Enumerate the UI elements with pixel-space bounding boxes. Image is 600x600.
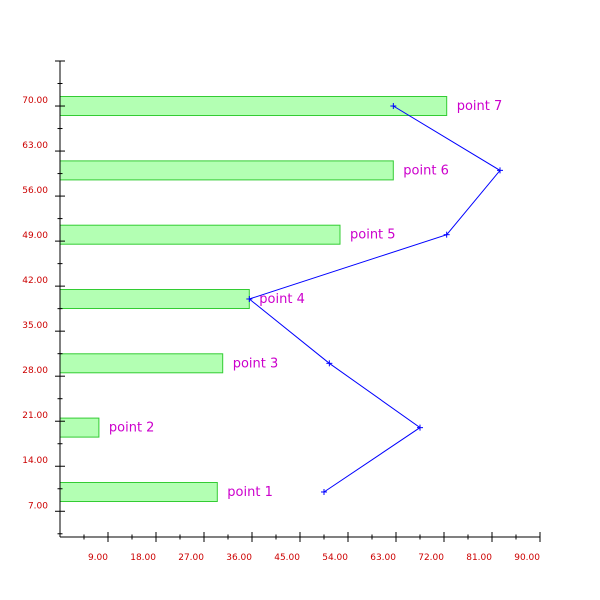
bar-7 [59,96,448,116]
bar-5 [59,224,341,245]
y-tick-label: 63.00 [22,141,48,151]
line-series [246,103,503,495]
line-point-6 [497,167,503,174]
bar-label-2: point 2 [109,421,155,436]
bar-3 [59,353,224,374]
bar-4 [59,289,250,309]
y-tick-label: 70.00 [22,96,48,106]
x-tick-label: 9.00 [88,553,108,563]
point-labels: point 1 point 2 point 3 point 4 point 5 point… [109,99,502,500]
bar-1 [59,482,218,502]
x-tick-label: 63.00 [370,553,396,563]
y-tick-label: 42.00 [22,276,48,286]
x-tick-label: 72.00 [418,553,444,563]
x-tick-label: 27.00 [178,553,204,563]
line-point-2 [417,424,423,431]
x-tick-label: 81.00 [466,553,492,563]
y-tick-label: 56.00 [22,186,48,196]
y-tick-label: 14.00 [22,456,48,466]
axes: 7.00 14.00 21.00 28.00 35.00 42.00 49.00 56.00 6… [22,60,541,563]
bar-label-3: point 3 [233,356,279,371]
line-point-1 [321,488,327,495]
y-tick-label: 35.00 [22,321,48,331]
bar-label-4: point 4 [259,292,305,307]
bars [59,96,448,502]
y-tick-label: 21.00 [22,411,48,421]
x-tick-label: 36.00 [226,553,252,563]
line-point-4 [246,296,253,302]
x-tick-label: 45.00 [274,553,300,563]
x-tick-label: 90.00 [514,553,540,563]
bar-label-6: point 6 [403,163,449,178]
line-point-3 [326,360,333,367]
bar-label-5: point 5 [350,228,396,243]
bar-2 [59,417,100,438]
y-tick-label: 49.00 [22,231,48,241]
bar-label-1: point 1 [227,485,273,500]
y-tick-label: 28.00 [22,366,48,376]
y-tick-label: 7.00 [28,501,48,511]
x-tick-label: 54.00 [322,553,348,563]
line-point-5 [443,231,450,238]
line-point-7 [390,103,397,110]
bar-label-7: point 7 [457,99,503,114]
bar-6 [59,160,394,181]
x-tick-label: 18.00 [130,553,156,563]
